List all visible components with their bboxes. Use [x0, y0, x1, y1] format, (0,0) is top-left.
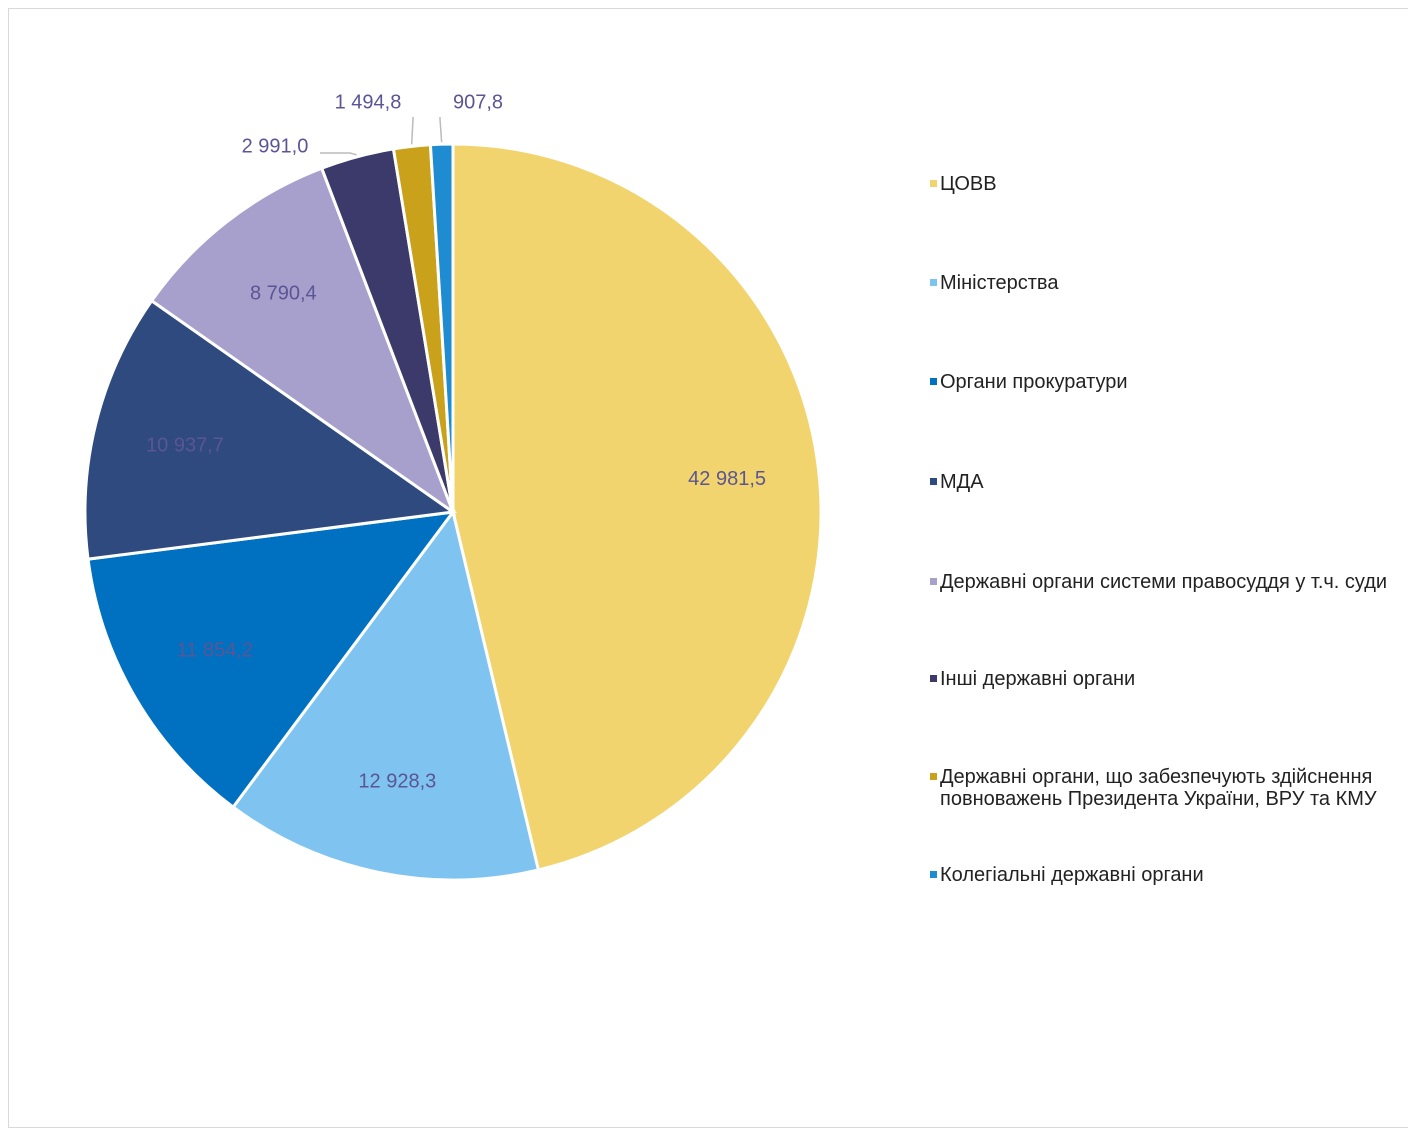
pie-slice	[149, 166, 457, 517]
legend-swatch	[930, 378, 937, 385]
data-label: 1 494,8	[335, 91, 402, 113]
data-label: 2 991,0	[242, 135, 309, 157]
pie-slice	[451, 142, 823, 872]
legend-item: Органи прокуратури	[930, 371, 1395, 393]
legend-item: МДА	[930, 471, 1395, 493]
pie-slice	[428, 142, 455, 513]
legend-label: ЦОВВ	[940, 173, 997, 195]
legend-item: Державні органи системи правосуддя у т.ч…	[930, 571, 1395, 593]
leader-line	[439, 117, 443, 143]
legend-label: Державні органи, що забезпечують здійсне…	[940, 766, 1377, 810]
legend-label: МДА	[940, 471, 984, 493]
legend-label: Колегіальні державні органи	[940, 864, 1204, 886]
data-label: 11 854,2	[177, 640, 253, 662]
legend-label: Державні органи системи правосуддя у т.ч…	[940, 571, 1388, 593]
legend-swatch	[930, 180, 937, 187]
pie-slice	[86, 510, 457, 810]
data-label: 8 790,4	[250, 283, 317, 305]
legend-swatch	[930, 871, 937, 878]
data-label: 10 937,7	[146, 434, 224, 456]
legend-label: Інші державні органи	[940, 668, 1136, 690]
legend-swatch	[930, 773, 937, 780]
legend-item: ЦОВВ	[930, 173, 1395, 195]
pie-slice	[231, 508, 541, 882]
data-label: 12 928,3	[358, 771, 436, 793]
legend-label: Органи прокуратури	[940, 371, 1128, 393]
legend-swatch	[930, 478, 937, 485]
legend-swatch	[930, 675, 937, 682]
legend-item: Державні органи, що забезпечують здійсне…	[930, 766, 1395, 810]
legend-swatch	[930, 578, 937, 585]
legend-swatch	[930, 279, 937, 286]
leader-line	[410, 117, 414, 145]
legend-item: Колегіальні державні органи	[930, 864, 1395, 886]
leader-line	[320, 152, 357, 156]
legend-item: Інші державні органи	[930, 668, 1395, 690]
pie-slice	[83, 298, 458, 561]
legend-item: Міністерства	[930, 272, 1395, 294]
data-label: 907,8	[453, 91, 503, 113]
legend-label: Міністерства	[940, 272, 1059, 294]
data-label: 42 981,5	[688, 468, 766, 490]
